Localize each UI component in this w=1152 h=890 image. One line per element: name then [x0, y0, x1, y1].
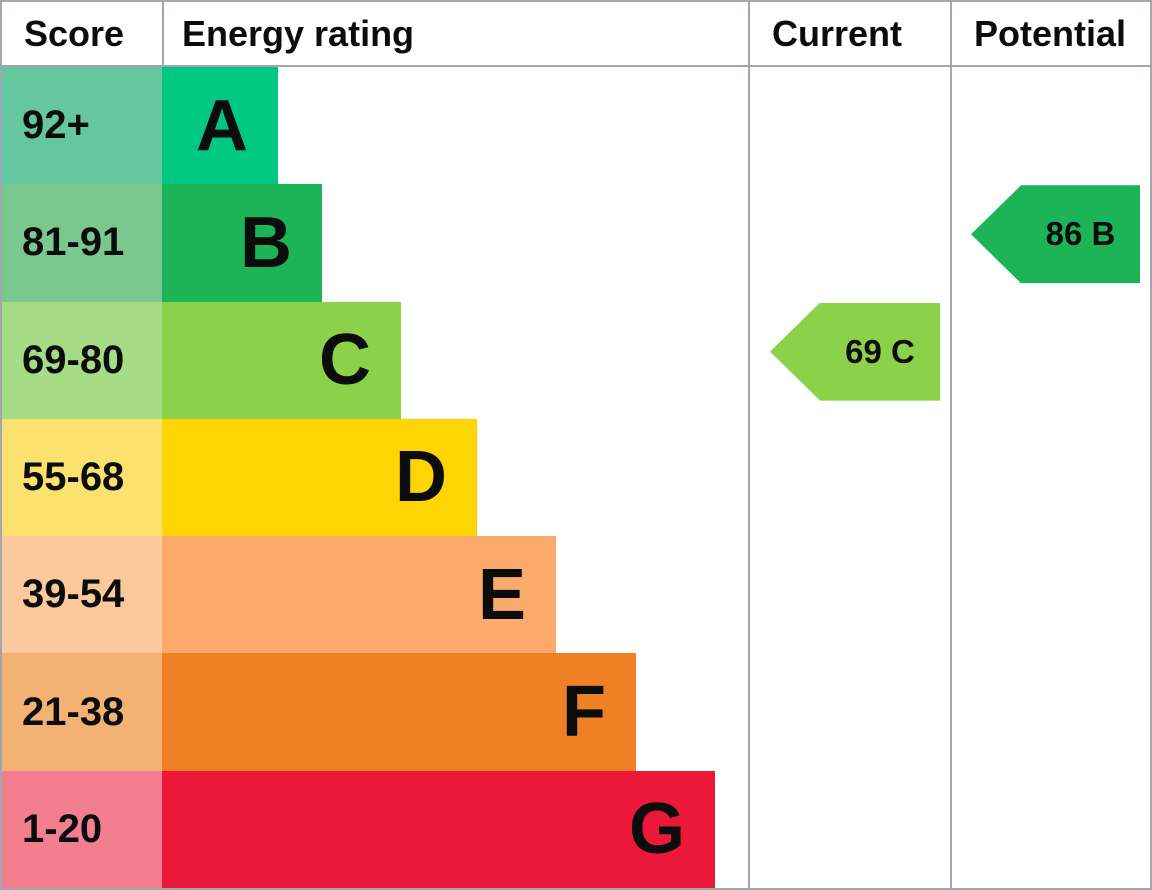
current-column-cell [748, 418, 950, 537]
potential-column-cell: 86 B [950, 184, 1150, 302]
potential-column-cell [950, 67, 1150, 185]
current-column-cell [748, 67, 950, 185]
band-bar-cell-c: C [162, 301, 748, 419]
header-score: Score [2, 2, 162, 67]
current-column-cell: 69 C [748, 301, 950, 419]
score-range-e: 39-54 [2, 536, 162, 654]
energy-band-bar-g: G [162, 770, 715, 888]
score-range-d: 55-68 [2, 418, 162, 537]
current-column-cell [748, 536, 950, 654]
header-energy-rating: Energy rating [162, 2, 748, 67]
potential-column-cell [950, 653, 1150, 771]
current-rating-arrow: 69 C [770, 302, 940, 401]
score-range-a: 92+ [2, 67, 162, 185]
band-bar-cell-f: F [162, 653, 748, 771]
potential-rating-arrow: 86 B [971, 185, 1140, 284]
header-potential: Potential [950, 2, 1150, 67]
energy-band-bar-a: A [162, 67, 278, 185]
energy-band-bar-d: D [162, 418, 477, 537]
band-bar-cell-e: E [162, 536, 748, 654]
potential-column-cell [950, 536, 1150, 654]
potential-column-cell [950, 770, 1150, 888]
current-column-cell [748, 184, 950, 302]
energy-band-bar-f: F [162, 653, 636, 771]
band-bar-cell-b: B [162, 184, 748, 302]
potential-column-cell [950, 301, 1150, 419]
current-rating-label: 69 C [845, 332, 915, 370]
score-range-g: 1-20 [2, 770, 162, 888]
energy-band-bar-e: E [162, 536, 556, 654]
score-range-f: 21-38 [2, 653, 162, 771]
band-bar-cell-a: A [162, 67, 748, 185]
score-range-c: 69-80 [2, 301, 162, 419]
band-bar-cell-g: G [162, 770, 748, 888]
current-column-cell [748, 770, 950, 888]
potential-rating-label: 86 B [1045, 215, 1116, 253]
header-current: Current [748, 2, 950, 67]
potential-column-cell [950, 418, 1150, 537]
energy-band-bar-c: C [162, 301, 401, 419]
current-column-cell [748, 653, 950, 771]
score-range-b: 81-91 [2, 184, 162, 302]
band-bar-cell-d: D [162, 418, 748, 537]
energy-band-bar-b: B [162, 184, 322, 302]
